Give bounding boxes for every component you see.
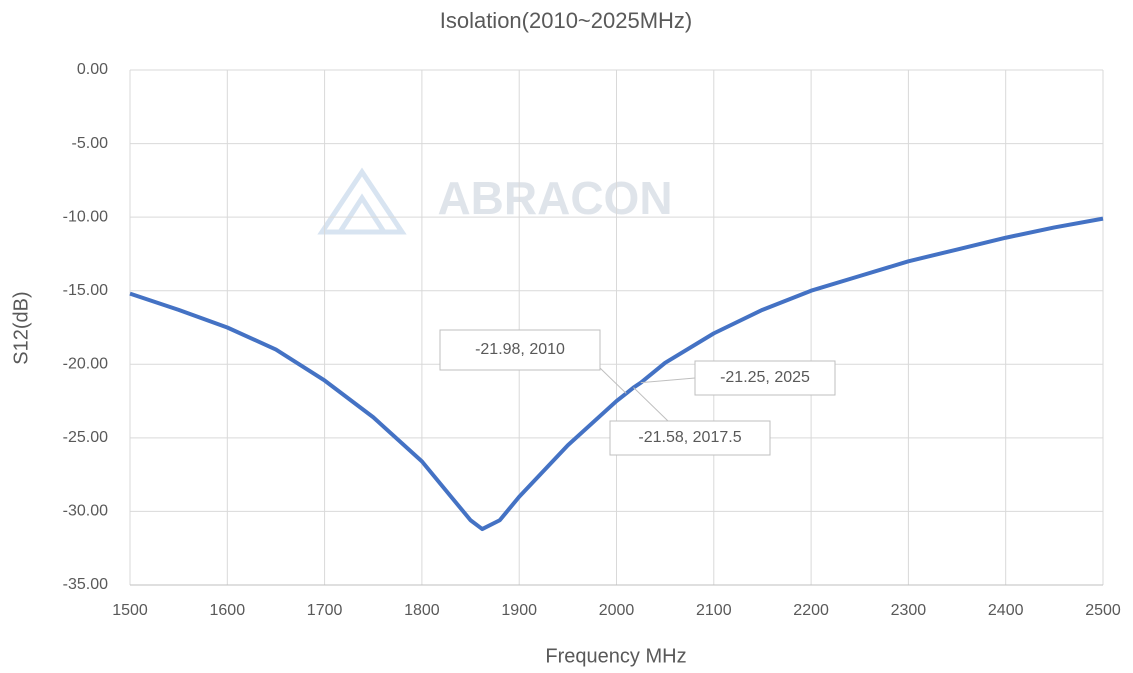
y-tick-label: -35.00	[63, 576, 108, 593]
x-tick-label: 1900	[501, 602, 537, 619]
y-tick-label: 0.00	[77, 61, 108, 78]
x-tick-label: 1800	[404, 602, 440, 619]
annotation-leader	[599, 367, 627, 394]
y-tick-label: -15.00	[63, 282, 108, 299]
y-axis-title: S12(dB)	[10, 291, 32, 364]
x-tick-label: 1600	[210, 602, 246, 619]
annotation-box	[439, 329, 601, 371]
y-tick-label: -5.00	[72, 135, 109, 152]
annotation-label: -21.58, 2017.5	[638, 429, 741, 446]
x-tick-label: 1700	[307, 602, 343, 619]
x-tick-label: 2100	[696, 602, 732, 619]
annotation-label: -21.25, 2025	[720, 369, 810, 386]
x-tick-label: 2500	[1085, 602, 1121, 619]
y-tick-label: -25.00	[63, 429, 108, 446]
y-tick-label: -20.00	[63, 356, 108, 373]
x-tick-label: 2200	[793, 602, 829, 619]
annotation-box	[694, 360, 836, 396]
x-tick-label: 2000	[599, 602, 635, 619]
annotation-box	[609, 420, 771, 456]
data-line	[129, 216, 1104, 532]
watermark: ABRACON	[437, 172, 672, 224]
chart-title: Isolation(2010~2025MHz)	[440, 8, 693, 33]
watermark-logo	[317, 167, 407, 235]
x-tick-label: 2300	[891, 602, 927, 619]
y-tick-label: -30.00	[63, 503, 108, 520]
annotation-leader	[633, 387, 669, 422]
x-axis-title: Frequency MHz	[545, 645, 686, 667]
x-tick-label: 2400	[988, 602, 1024, 619]
y-tick-label: -10.00	[63, 208, 108, 225]
annotation-label: -21.98, 2010	[475, 341, 565, 358]
x-tick-label: 1500	[112, 602, 148, 619]
annotation-leader	[640, 377, 696, 384]
